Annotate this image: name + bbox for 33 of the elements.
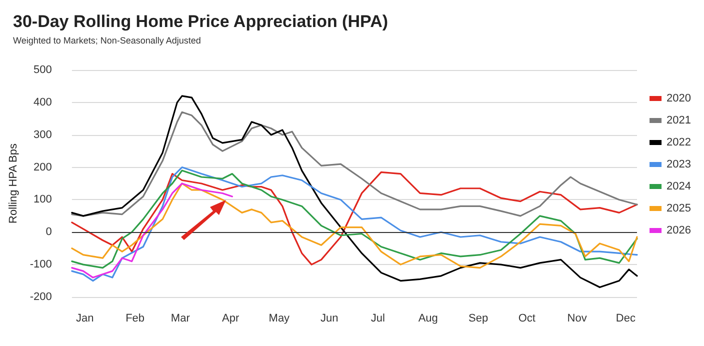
chart-subtitle: Weighted to Markets; Non-Seasonally Adjusted bbox=[13, 36, 201, 46]
x-tick-label: Aug bbox=[418, 312, 438, 324]
x-tick-label: May bbox=[268, 312, 290, 324]
x-tick-label: Jul bbox=[370, 312, 385, 324]
x-tick-label: Feb bbox=[126, 312, 145, 324]
y-axis-title: Rolling HPA Bps bbox=[8, 143, 20, 224]
legend-label: 2020 bbox=[666, 92, 692, 104]
y-tick-label: 100 bbox=[34, 194, 52, 206]
x-tick-label: Oct bbox=[518, 312, 536, 324]
x-tick-label: Jun bbox=[320, 312, 338, 324]
y-tick-label: 200 bbox=[34, 161, 52, 174]
chart-title: 30-Day Rolling Home Price Appreciation (HPA) bbox=[13, 12, 388, 31]
y-tick-label: -200 bbox=[30, 291, 52, 303]
x-tick-label: Dec bbox=[616, 312, 636, 324]
legend-label: 2024 bbox=[666, 180, 692, 192]
x-tick-label: Mar bbox=[170, 312, 190, 324]
y-tick-label: -100 bbox=[30, 258, 52, 271]
x-tick-label: Apr bbox=[222, 312, 240, 324]
legend-label: 2022 bbox=[666, 136, 692, 148]
line-series bbox=[71, 95, 638, 288]
x-tick-label: Jan bbox=[76, 312, 94, 324]
line-series bbox=[71, 182, 234, 278]
legend-label: 2025 bbox=[666, 202, 692, 214]
x-tick-label: Sep bbox=[468, 312, 488, 324]
y-tick-label: 400 bbox=[34, 96, 52, 108]
y-tick-label: 500 bbox=[34, 64, 52, 76]
legend-label: 2023 bbox=[666, 158, 692, 170]
y-tick-label: 300 bbox=[34, 128, 52, 141]
legend-label: 2026 bbox=[666, 224, 692, 236]
legend-label: 2021 bbox=[666, 114, 692, 126]
y-tick-label: 0 bbox=[46, 226, 52, 238]
x-tick-label: Nov bbox=[567, 312, 588, 324]
line-series bbox=[71, 111, 638, 217]
